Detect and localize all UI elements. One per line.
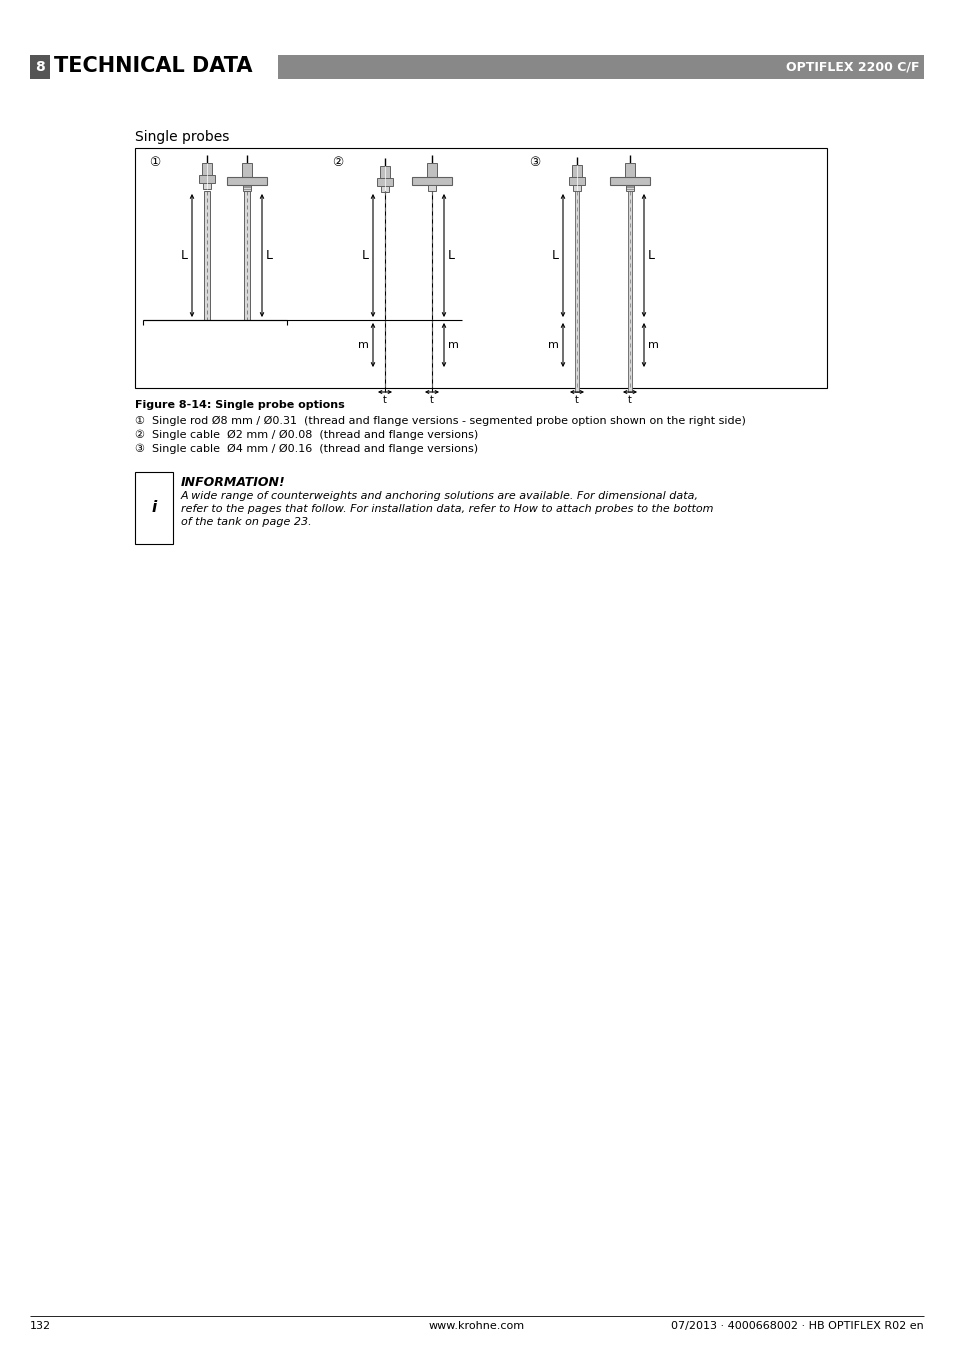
Bar [227, 177, 267, 185]
Text: t: t [383, 394, 387, 405]
Bar [135, 471, 172, 544]
Text: m: m [548, 340, 558, 350]
Bar [243, 185, 251, 190]
Bar [609, 177, 649, 185]
Text: m: m [647, 340, 659, 350]
Bar [242, 163, 252, 177]
Bar [204, 190, 210, 320]
Bar [376, 178, 393, 186]
Bar [277, 55, 923, 78]
Text: A wide range of counterweights and anchoring solutions are available. For dimens: A wide range of counterweights and ancho… [181, 490, 699, 501]
Bar [573, 185, 580, 190]
Bar [30, 55, 50, 78]
Text: www.krohne.com: www.krohne.com [429, 1321, 524, 1331]
Text: 07/2013 · 4000668002 · HB OPTIFLEX R02 en: 07/2013 · 4000668002 · HB OPTIFLEX R02 e… [671, 1321, 923, 1331]
Bar [624, 163, 635, 177]
Bar [379, 166, 390, 178]
Bar [202, 163, 212, 176]
Text: ②: ② [332, 157, 343, 169]
Text: t: t [575, 394, 578, 405]
Bar [572, 165, 581, 177]
Text: ①: ① [150, 157, 160, 169]
Bar [625, 185, 634, 190]
Text: of the tank on page 23.: of the tank on page 23. [181, 517, 312, 527]
Bar [568, 177, 584, 185]
Text: t: t [627, 394, 631, 405]
Text: m: m [357, 340, 369, 350]
Text: L: L [647, 249, 655, 262]
Text: ①  Single rod Ø8 mm / Ø0.31  (thread and flange versions - segmented probe optio: ① Single rod Ø8 mm / Ø0.31 (thread and f… [135, 416, 745, 426]
Text: L: L [361, 249, 369, 262]
Bar [380, 186, 389, 192]
Text: ③  Single cable  Ø4 mm / Ø0.16  (thread and flange versions): ③ Single cable Ø4 mm / Ø0.16 (thread and… [135, 444, 477, 454]
Text: OPTIFLEX 2200 C/F: OPTIFLEX 2200 C/F [785, 61, 919, 73]
Text: ②  Single cable  Ø2 mm / Ø0.08  (thread and flange versions): ② Single cable Ø2 mm / Ø0.08 (thread and… [135, 430, 477, 440]
Text: t: t [430, 394, 434, 405]
Text: 132: 132 [30, 1321, 51, 1331]
Text: i: i [152, 500, 156, 516]
Text: 8: 8 [35, 59, 45, 74]
Bar [427, 163, 436, 177]
Text: TECHNICAL DATA: TECHNICAL DATA [54, 55, 253, 76]
Bar [135, 149, 826, 388]
Text: L: L [552, 249, 558, 262]
Text: ③: ③ [529, 157, 540, 169]
Text: refer to the pages that follow. For installation data, refer to How to attach pr: refer to the pages that follow. For inst… [181, 504, 713, 513]
Text: L: L [448, 249, 455, 262]
Bar [203, 182, 211, 189]
Bar [428, 185, 436, 190]
Bar [412, 177, 452, 185]
Text: L: L [181, 249, 188, 262]
Bar [627, 190, 631, 392]
Bar [199, 176, 214, 182]
Text: Figure 8-14: Single probe options: Figure 8-14: Single probe options [135, 400, 344, 409]
Bar [575, 190, 578, 392]
Text: L: L [266, 249, 273, 262]
Text: INFORMATION!: INFORMATION! [181, 476, 286, 489]
Text: Single probes: Single probes [135, 130, 229, 145]
Text: m: m [448, 340, 458, 350]
Bar [244, 190, 250, 320]
